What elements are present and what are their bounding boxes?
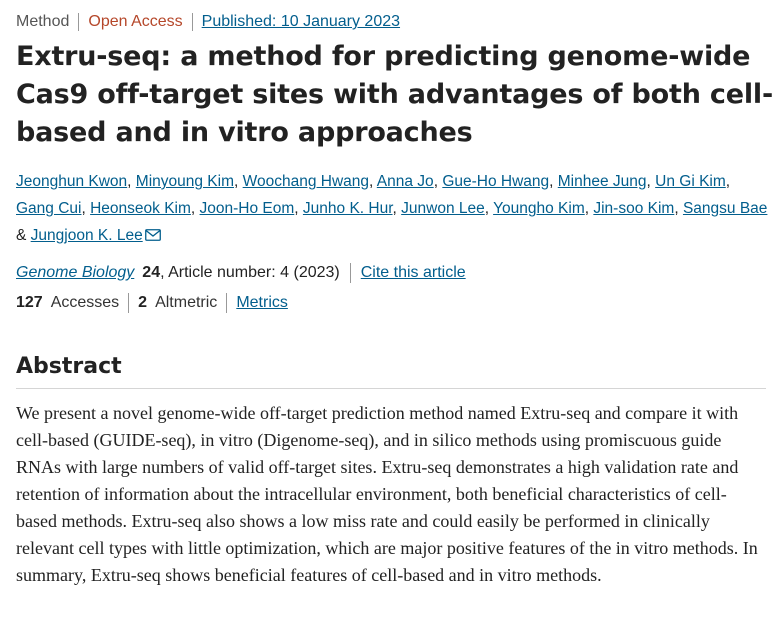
author-link[interactable]: Anna Jo bbox=[376, 173, 434, 190]
published-date-link[interactable]: Published: 10 January 2023 bbox=[201, 13, 401, 30]
author-link[interactable]: Sangsu Bae bbox=[682, 200, 768, 217]
section-divider bbox=[16, 388, 766, 389]
author-link[interactable]: Minhee Jung bbox=[557, 173, 647, 190]
author-link[interactable]: Gue-Ho Hwang bbox=[442, 173, 550, 190]
author-separator: , bbox=[392, 200, 402, 217]
citation-line: Genome Biology 24 , Article number: 4 (2… bbox=[16, 262, 466, 284]
altmetric-label: Altmetric bbox=[155, 294, 218, 311]
author-separator: , bbox=[234, 173, 243, 190]
accesses-count: 127 bbox=[16, 294, 43, 311]
author-link[interactable]: Woochang Hwang bbox=[242, 173, 370, 190]
author-link[interactable]: Jeonghun Kwon bbox=[16, 173, 128, 190]
author-link[interactable]: Gang Cui bbox=[16, 200, 82, 217]
accesses-label: Accesses bbox=[50, 294, 120, 311]
article-number: , Article number: 4 (2023) bbox=[160, 264, 340, 281]
abstract-heading: Abstract bbox=[16, 354, 122, 379]
author-link[interactable]: Junwon Lee bbox=[401, 200, 485, 217]
author-link[interactable]: Youngho Kim bbox=[493, 200, 585, 217]
author-separator: , bbox=[81, 200, 91, 217]
divider bbox=[226, 293, 228, 313]
metrics-bar: 127 Accesses 2 Altmetric Metrics bbox=[16, 292, 288, 314]
author-separator: , bbox=[674, 200, 683, 217]
author-separator: , bbox=[190, 200, 200, 217]
author-separator: , bbox=[127, 173, 136, 190]
divider bbox=[78, 13, 80, 31]
divider bbox=[128, 293, 130, 313]
article-type: Method bbox=[16, 13, 70, 30]
author-separator: , bbox=[646, 173, 656, 190]
author-separator: , bbox=[549, 173, 558, 190]
author-link[interactable]: Heonseok Kim bbox=[90, 200, 191, 217]
altmetric-count: 2 bbox=[138, 294, 148, 311]
cite-this-article-link[interactable]: Cite this article bbox=[360, 264, 466, 281]
author-link[interactable]: Un Gi Kim bbox=[655, 173, 726, 190]
author-list: Jeonghun Kwon, Minyoung Kim, Woochang Hw… bbox=[16, 168, 776, 250]
author-separator: , bbox=[369, 173, 377, 190]
divider bbox=[191, 13, 193, 31]
article-title: Extru-seq: a method for predicting genom… bbox=[16, 41, 773, 148]
author-link[interactable]: Junho K. Hur bbox=[302, 200, 393, 217]
journal-link[interactable]: Genome Biology bbox=[16, 264, 135, 281]
author-link[interactable]: Jin-soo Kim bbox=[593, 200, 675, 217]
mail-icon[interactable] bbox=[144, 223, 161, 250]
volume: 24 bbox=[142, 264, 161, 281]
abstract-text: We present a novel genome-wide off-targe… bbox=[16, 403, 758, 585]
author-separator: & bbox=[16, 227, 31, 244]
metrics-link[interactable]: Metrics bbox=[236, 294, 288, 311]
author-link[interactable]: Jungjoon K. Lee bbox=[30, 227, 143, 244]
author-separator: , bbox=[294, 200, 303, 217]
author-separator: , bbox=[433, 173, 443, 190]
author-separator: , bbox=[484, 200, 494, 217]
article-meta: Method Open Access Published: 10 January… bbox=[16, 12, 400, 32]
author-separator: , bbox=[584, 200, 594, 217]
divider bbox=[349, 263, 351, 283]
author-separator: , bbox=[725, 173, 731, 190]
open-access-label: Open Access bbox=[88, 13, 183, 30]
author-link[interactable]: Minyoung Kim bbox=[135, 173, 235, 190]
author-link[interactable]: Joon-Ho Eom bbox=[199, 200, 295, 217]
